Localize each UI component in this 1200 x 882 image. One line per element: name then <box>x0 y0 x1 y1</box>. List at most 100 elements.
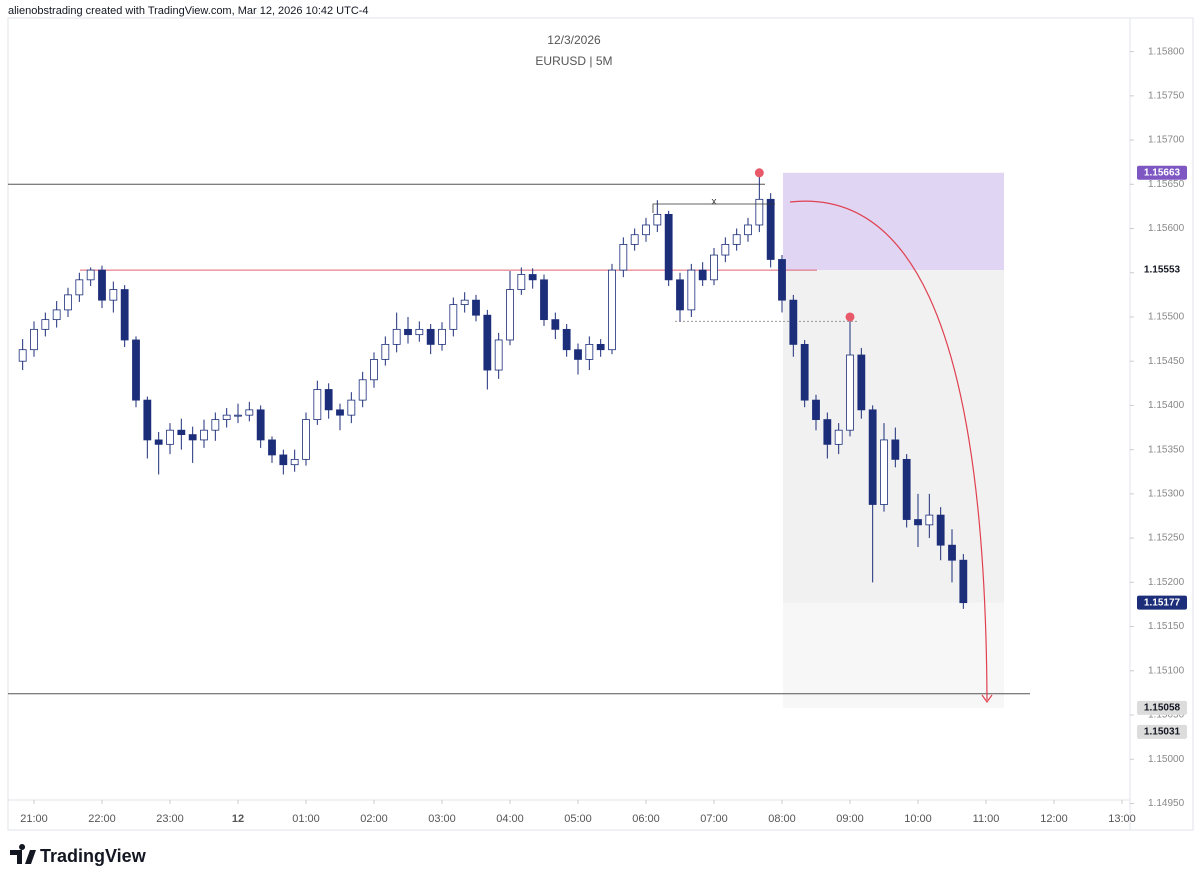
price-label: 1.15553 <box>1144 265 1181 276</box>
y-tick-label: 1.15600 <box>1148 223 1185 234</box>
y-tick-label: 1.15000 <box>1148 754 1185 765</box>
marker <box>754 168 764 178</box>
x-tick-label: 22:00 <box>88 813 116 825</box>
candle-body <box>438 328 446 345</box>
bracket <box>652 203 775 213</box>
candle-body <box>30 328 38 351</box>
candle-body <box>449 304 458 330</box>
candle-body <box>959 559 968 604</box>
x-tick-label: 08:00 <box>768 813 796 825</box>
candle-body <box>608 269 616 351</box>
candle-body <box>222 414 231 420</box>
candle-body <box>154 439 163 445</box>
candle-body <box>789 299 798 345</box>
candle-body <box>494 339 503 371</box>
candle-body <box>302 419 310 460</box>
y-tick-label: 1.15150 <box>1148 621 1185 632</box>
y-tick-label: 1.15050 <box>1148 710 1185 721</box>
price-label: 1.15031 <box>1144 726 1181 737</box>
price-label: 1.15663 <box>1144 167 1181 178</box>
x-tick-label: 11:00 <box>973 813 1000 825</box>
candle-body <box>721 244 730 256</box>
candle-body <box>948 544 956 561</box>
y-tick-label: 1.15700 <box>1148 135 1185 146</box>
candle-body <box>234 414 242 417</box>
y-tick-label: 1.15200 <box>1148 577 1185 588</box>
candle-body <box>834 429 843 445</box>
candle-body <box>86 269 95 281</box>
candle-body <box>18 349 27 362</box>
marker <box>845 312 855 322</box>
candle-body <box>846 354 854 431</box>
candle-body <box>460 299 469 305</box>
x-tick-label: 02:00 <box>360 813 388 825</box>
zone <box>783 602 1004 708</box>
zone <box>783 172 1004 271</box>
price-label-bg <box>1137 263 1187 278</box>
candle-body <box>880 439 888 505</box>
candle-body <box>766 198 775 260</box>
candle-body <box>902 458 911 520</box>
x-tick-label: 23:00 <box>156 813 184 825</box>
candle-body <box>574 349 582 360</box>
candle-body <box>370 359 378 381</box>
candle-body <box>800 343 809 401</box>
y-tick-label: 1.15650 <box>1148 179 1185 190</box>
x-tick-label: 12 <box>232 813 244 825</box>
candle-body <box>268 439 276 456</box>
candle-body <box>166 429 174 445</box>
price-label-bg <box>1137 595 1187 610</box>
candle-body <box>200 429 208 441</box>
price-label-bg <box>1137 724 1187 739</box>
candle-body <box>857 354 866 411</box>
candle-body <box>653 213 662 226</box>
x-tick-label: 04:00 <box>496 813 524 825</box>
candle-body <box>75 279 84 296</box>
candle-body <box>109 289 118 301</box>
frame <box>7 17 1194 831</box>
y-tick-label: 1.15100 <box>1148 665 1185 676</box>
y-tick-label: 1.15450 <box>1148 356 1185 367</box>
candle-body <box>710 254 718 281</box>
logo: TradingView <box>10 844 147 866</box>
annotation: x <box>712 197 717 208</box>
candle-body <box>812 399 820 420</box>
candle-body <box>732 234 741 245</box>
candle-body <box>483 314 492 371</box>
candle-body <box>891 439 900 460</box>
candle-body <box>868 409 877 505</box>
candle-body <box>381 343 390 360</box>
price-label: 1.15177 <box>1144 597 1181 608</box>
x-tick-label: 05:00 <box>564 813 592 825</box>
candle-body <box>744 224 752 236</box>
x-tick-label: 09:00 <box>836 813 864 825</box>
candle-body <box>313 389 322 420</box>
candle-body <box>279 454 288 466</box>
price-label-bg <box>1137 165 1187 180</box>
candle-body <box>52 309 61 321</box>
candle-body <box>778 259 786 301</box>
candle-body <box>347 399 356 416</box>
y-tick-label: 1.15300 <box>1148 489 1185 500</box>
x-tick-label: 21:00 <box>20 813 48 825</box>
candle-body <box>404 328 412 336</box>
candle-body <box>630 234 639 245</box>
chart-subtitle: EURUSD | 5M <box>535 54 612 68</box>
candle-body <box>245 409 254 416</box>
projection-arc <box>789 200 988 701</box>
candle-body <box>642 224 650 236</box>
x-tick-label: 12:00 <box>1040 813 1068 825</box>
candle-body <box>415 328 424 336</box>
candle-body <box>290 458 299 466</box>
candle-body <box>562 328 571 351</box>
price-label: 1.15058 <box>1144 703 1181 714</box>
logo-text: TradingView <box>40 846 147 866</box>
candle-body <box>177 429 186 436</box>
candle-body <box>925 514 934 526</box>
chart-title: 12/3/2026 <box>547 33 601 47</box>
candle-body <box>211 419 220 431</box>
price-label-bg <box>1137 700 1187 715</box>
candle-body <box>914 519 922 526</box>
candle-body <box>506 289 514 341</box>
